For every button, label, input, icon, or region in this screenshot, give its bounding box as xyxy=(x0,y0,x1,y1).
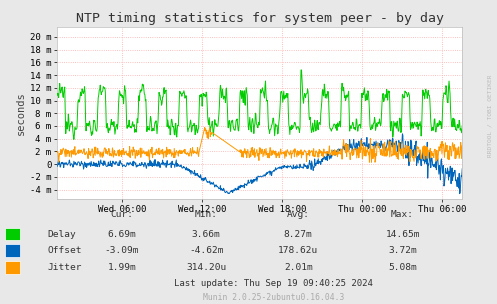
Text: -3.09m: -3.09m xyxy=(104,246,139,255)
Text: -4.62m: -4.62m xyxy=(189,246,224,255)
Text: Offset: Offset xyxy=(47,246,82,255)
Text: Max:: Max: xyxy=(391,210,414,219)
Text: Min:: Min: xyxy=(195,210,218,219)
Text: Avg:: Avg: xyxy=(287,210,310,219)
Text: Munin 2.0.25-2ubuntu0.16.04.3: Munin 2.0.25-2ubuntu0.16.04.3 xyxy=(203,293,344,302)
Text: 8.27m: 8.27m xyxy=(284,230,313,239)
Text: Delay: Delay xyxy=(47,230,76,239)
Text: 5.08m: 5.08m xyxy=(388,263,417,272)
Text: 6.69m: 6.69m xyxy=(107,230,136,239)
Text: Jitter: Jitter xyxy=(47,263,82,272)
Text: 3.66m: 3.66m xyxy=(192,230,221,239)
Text: 314.20u: 314.20u xyxy=(186,263,226,272)
Title: NTP timing statistics for system peer - by day: NTP timing statistics for system peer - … xyxy=(76,12,444,25)
Text: 1.99m: 1.99m xyxy=(107,263,136,272)
Text: RRDTOOL / TOBI OETIKER: RRDTOOL / TOBI OETIKER xyxy=(487,74,492,157)
Text: 14.65m: 14.65m xyxy=(385,230,420,239)
Text: 3.72m: 3.72m xyxy=(388,246,417,255)
Text: 2.01m: 2.01m xyxy=(284,263,313,272)
Text: 178.62u: 178.62u xyxy=(278,246,318,255)
Text: Last update: Thu Sep 19 09:40:25 2024: Last update: Thu Sep 19 09:40:25 2024 xyxy=(174,279,373,288)
Y-axis label: seconds: seconds xyxy=(16,92,26,135)
Text: Cur:: Cur: xyxy=(110,210,133,219)
